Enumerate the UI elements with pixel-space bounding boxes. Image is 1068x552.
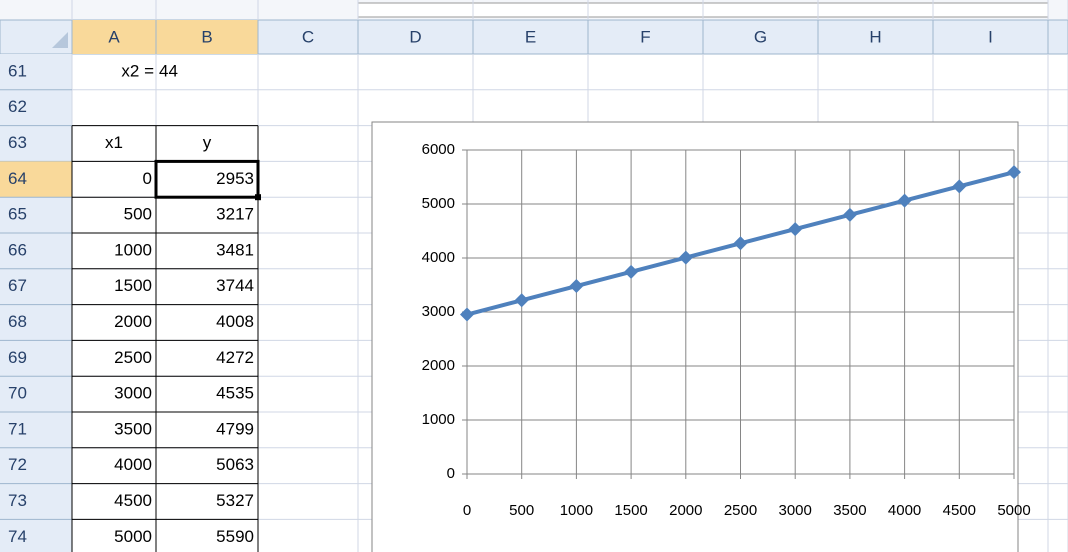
column-header[interactable]: E	[525, 27, 536, 46]
y-tick-label: 0	[447, 465, 455, 482]
row-header[interactable]: 69	[8, 348, 27, 367]
column-header[interactable]: H	[869, 27, 881, 46]
cell[interactable]: 4000	[114, 455, 152, 474]
cell[interactable]: 1000	[114, 240, 152, 259]
column-header[interactable]: D	[409, 27, 421, 46]
point-marker	[733, 236, 748, 251]
cell[interactable]: x2 =	[121, 61, 154, 80]
x-tick-label: 1000	[560, 502, 593, 519]
row-header[interactable]: 63	[8, 133, 27, 152]
cell[interactable]: 2000	[114, 312, 152, 331]
x-tick-label: 5000	[997, 502, 1030, 519]
row-header[interactable]: 68	[8, 312, 27, 331]
point-marker	[788, 222, 803, 237]
row-header-bar	[0, 54, 72, 552]
cell[interactable]: 4535	[216, 384, 254, 403]
row-header[interactable]: 61	[8, 61, 27, 80]
column-header[interactable]: C	[302, 27, 314, 46]
fill-handle	[255, 194, 261, 201]
x-tick-label: 4000	[888, 502, 921, 519]
x-tick-label: 3500	[833, 502, 866, 519]
point-marker	[897, 193, 912, 208]
row-header[interactable]: 64	[8, 169, 27, 188]
cell[interactable]: 5327	[216, 491, 254, 510]
cell[interactable]: 2953	[216, 169, 254, 188]
x-tick-label: 2000	[669, 502, 702, 519]
y-tick-label: 3000	[422, 303, 455, 320]
x-tick-label: 3000	[779, 502, 812, 519]
cell[interactable]: x1	[105, 133, 123, 152]
point-marker	[569, 279, 584, 294]
column-header[interactable]: I	[988, 27, 993, 46]
cell[interactable]: y	[203, 133, 212, 152]
column-header[interactable]: B	[201, 27, 212, 46]
cell[interactable]: 500	[124, 205, 152, 224]
cell[interactable]: 3481	[216, 240, 254, 259]
row-header[interactable]: 73	[8, 491, 27, 510]
y-tick-label: 4000	[422, 249, 455, 266]
cell[interactable]: 3744	[216, 276, 254, 295]
cell[interactable]: 4500	[114, 491, 152, 510]
y-tick-label: 5000	[422, 195, 455, 212]
column-header[interactable]: G	[754, 27, 767, 46]
cell[interactable]: 44	[159, 61, 178, 80]
cell[interactable]: 3000	[114, 384, 152, 403]
cell[interactable]: 5590	[216, 527, 254, 546]
row-header[interactable]: 62	[8, 97, 27, 116]
point-marker	[460, 307, 474, 322]
y-tick-label: 1000	[422, 411, 455, 428]
column-header-selected	[72, 20, 156, 54]
x-tick-label: 500	[509, 502, 534, 519]
select-all[interactable]	[52, 32, 68, 48]
cell[interactable]: 5000	[114, 527, 152, 546]
x-tick-label: 0	[463, 502, 471, 519]
row-header[interactable]: 72	[8, 455, 27, 474]
cell[interactable]: 3500	[114, 419, 152, 438]
row-header[interactable]: 66	[8, 240, 27, 259]
row-header[interactable]: 70	[8, 384, 27, 403]
column-header-selected	[156, 20, 258, 54]
cell[interactable]: 4799	[216, 419, 254, 438]
cell[interactable]: 2500	[114, 348, 152, 367]
row-header[interactable]: 65	[8, 205, 27, 224]
point-marker	[624, 264, 639, 279]
row-header[interactable]: 74	[8, 527, 27, 546]
x-tick-label: 2500	[724, 502, 757, 519]
point-marker	[514, 293, 529, 308]
y-tick-label: 6000	[422, 141, 455, 158]
point-marker	[1007, 165, 1021, 180]
active-cell	[154, 159, 260, 199]
row-header[interactable]: 71	[8, 419, 27, 438]
point-marker	[952, 179, 967, 194]
y-tick-label: 2000	[422, 357, 455, 374]
row-header[interactable]: 67	[8, 276, 27, 295]
x-tick-label: 1500	[614, 502, 647, 519]
column-header[interactable]: A	[108, 27, 120, 46]
cell[interactable]: 1500	[114, 276, 152, 295]
chart-area[interactable]	[371, 121, 1019, 552]
column-header[interactable]: F	[640, 27, 650, 46]
cell[interactable]: 0	[143, 169, 152, 188]
point-marker	[678, 250, 693, 265]
point-marker	[842, 207, 857, 222]
cell[interactable]: 4008	[216, 312, 254, 331]
x-tick-label: 4500	[943, 502, 976, 519]
cell[interactable]: 5063	[216, 455, 254, 474]
cell[interactable]: 3217	[216, 205, 254, 224]
cell[interactable]: 4272	[216, 348, 254, 367]
row-header-selected	[0, 161, 72, 198]
